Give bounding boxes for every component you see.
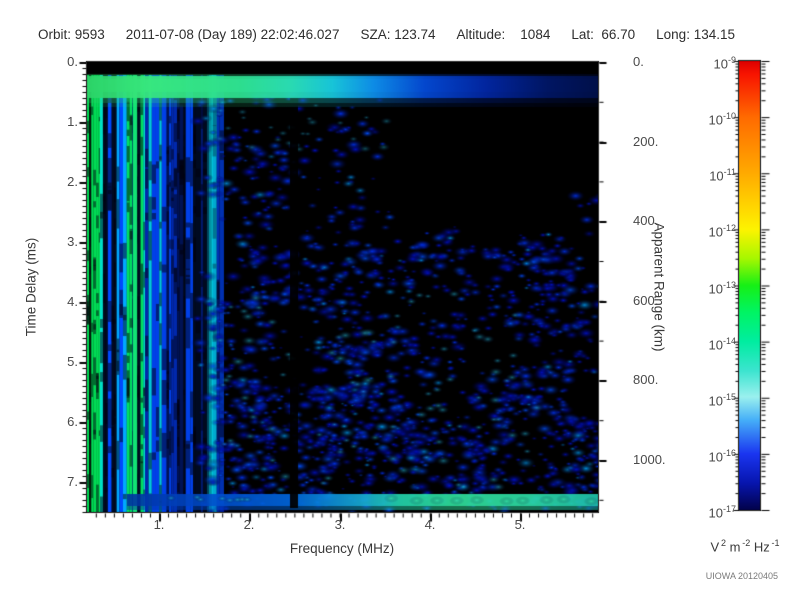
colorbar-tick-label: 10-16 <box>708 448 736 465</box>
y-axis-label-left: Time Delay (ms) <box>23 237 39 337</box>
colorbar-tick-label: 10-17 <box>708 504 736 521</box>
x-tick-label: 4. <box>424 517 436 532</box>
colorbar-tick-label: 10-13 <box>708 280 736 297</box>
y-axis-label-right: Apparent Range (km) <box>651 222 667 352</box>
y-right-tick-label: 400. <box>633 213 659 228</box>
colorbar-tick-label: 10-14 <box>708 336 736 353</box>
credit-text: UIOWA 20120405 <box>705 571 778 581</box>
y-right-tick-label: 800. <box>633 372 659 387</box>
y-left-tick-label: 4. <box>67 294 78 309</box>
colorbar-tick-label: 10-11 <box>709 167 736 184</box>
y-left-tick-label: 3. <box>67 234 78 249</box>
colorbar-tick-label: 10-12 <box>708 223 736 240</box>
y-left-tick-label: 2. <box>67 174 78 189</box>
y-left-tick-label: 0. <box>67 54 78 69</box>
x-tick-label: 1. <box>153 517 165 532</box>
colorbar-tick-label: 10-10 <box>708 111 736 128</box>
y-left-tick-label: 7. <box>67 474 78 489</box>
y-left-tick-label: 5. <box>67 354 78 369</box>
y-right-tick-label: 200. <box>633 134 659 149</box>
colorbar-tick-label: 10-15 <box>708 392 736 409</box>
x-tick-label: 2. <box>243 517 255 532</box>
x-tick-label: 3. <box>334 517 346 532</box>
y-left-tick-label: 6. <box>67 414 78 429</box>
y-right-tick-label: 1000. <box>633 452 666 467</box>
y-left-tick-label: 1. <box>67 114 78 129</box>
colorbar-unit-label: V 2 m -2 Hz -1 <box>710 538 780 555</box>
y-right-tick-label: 600. <box>633 293 659 308</box>
x-tick-label: 5. <box>514 517 526 532</box>
y-right-tick-label: 0. <box>633 54 644 69</box>
colorbar-tick-label: 10-9 <box>713 55 736 72</box>
x-axis-label: Frequency (MHz) <box>289 541 395 556</box>
